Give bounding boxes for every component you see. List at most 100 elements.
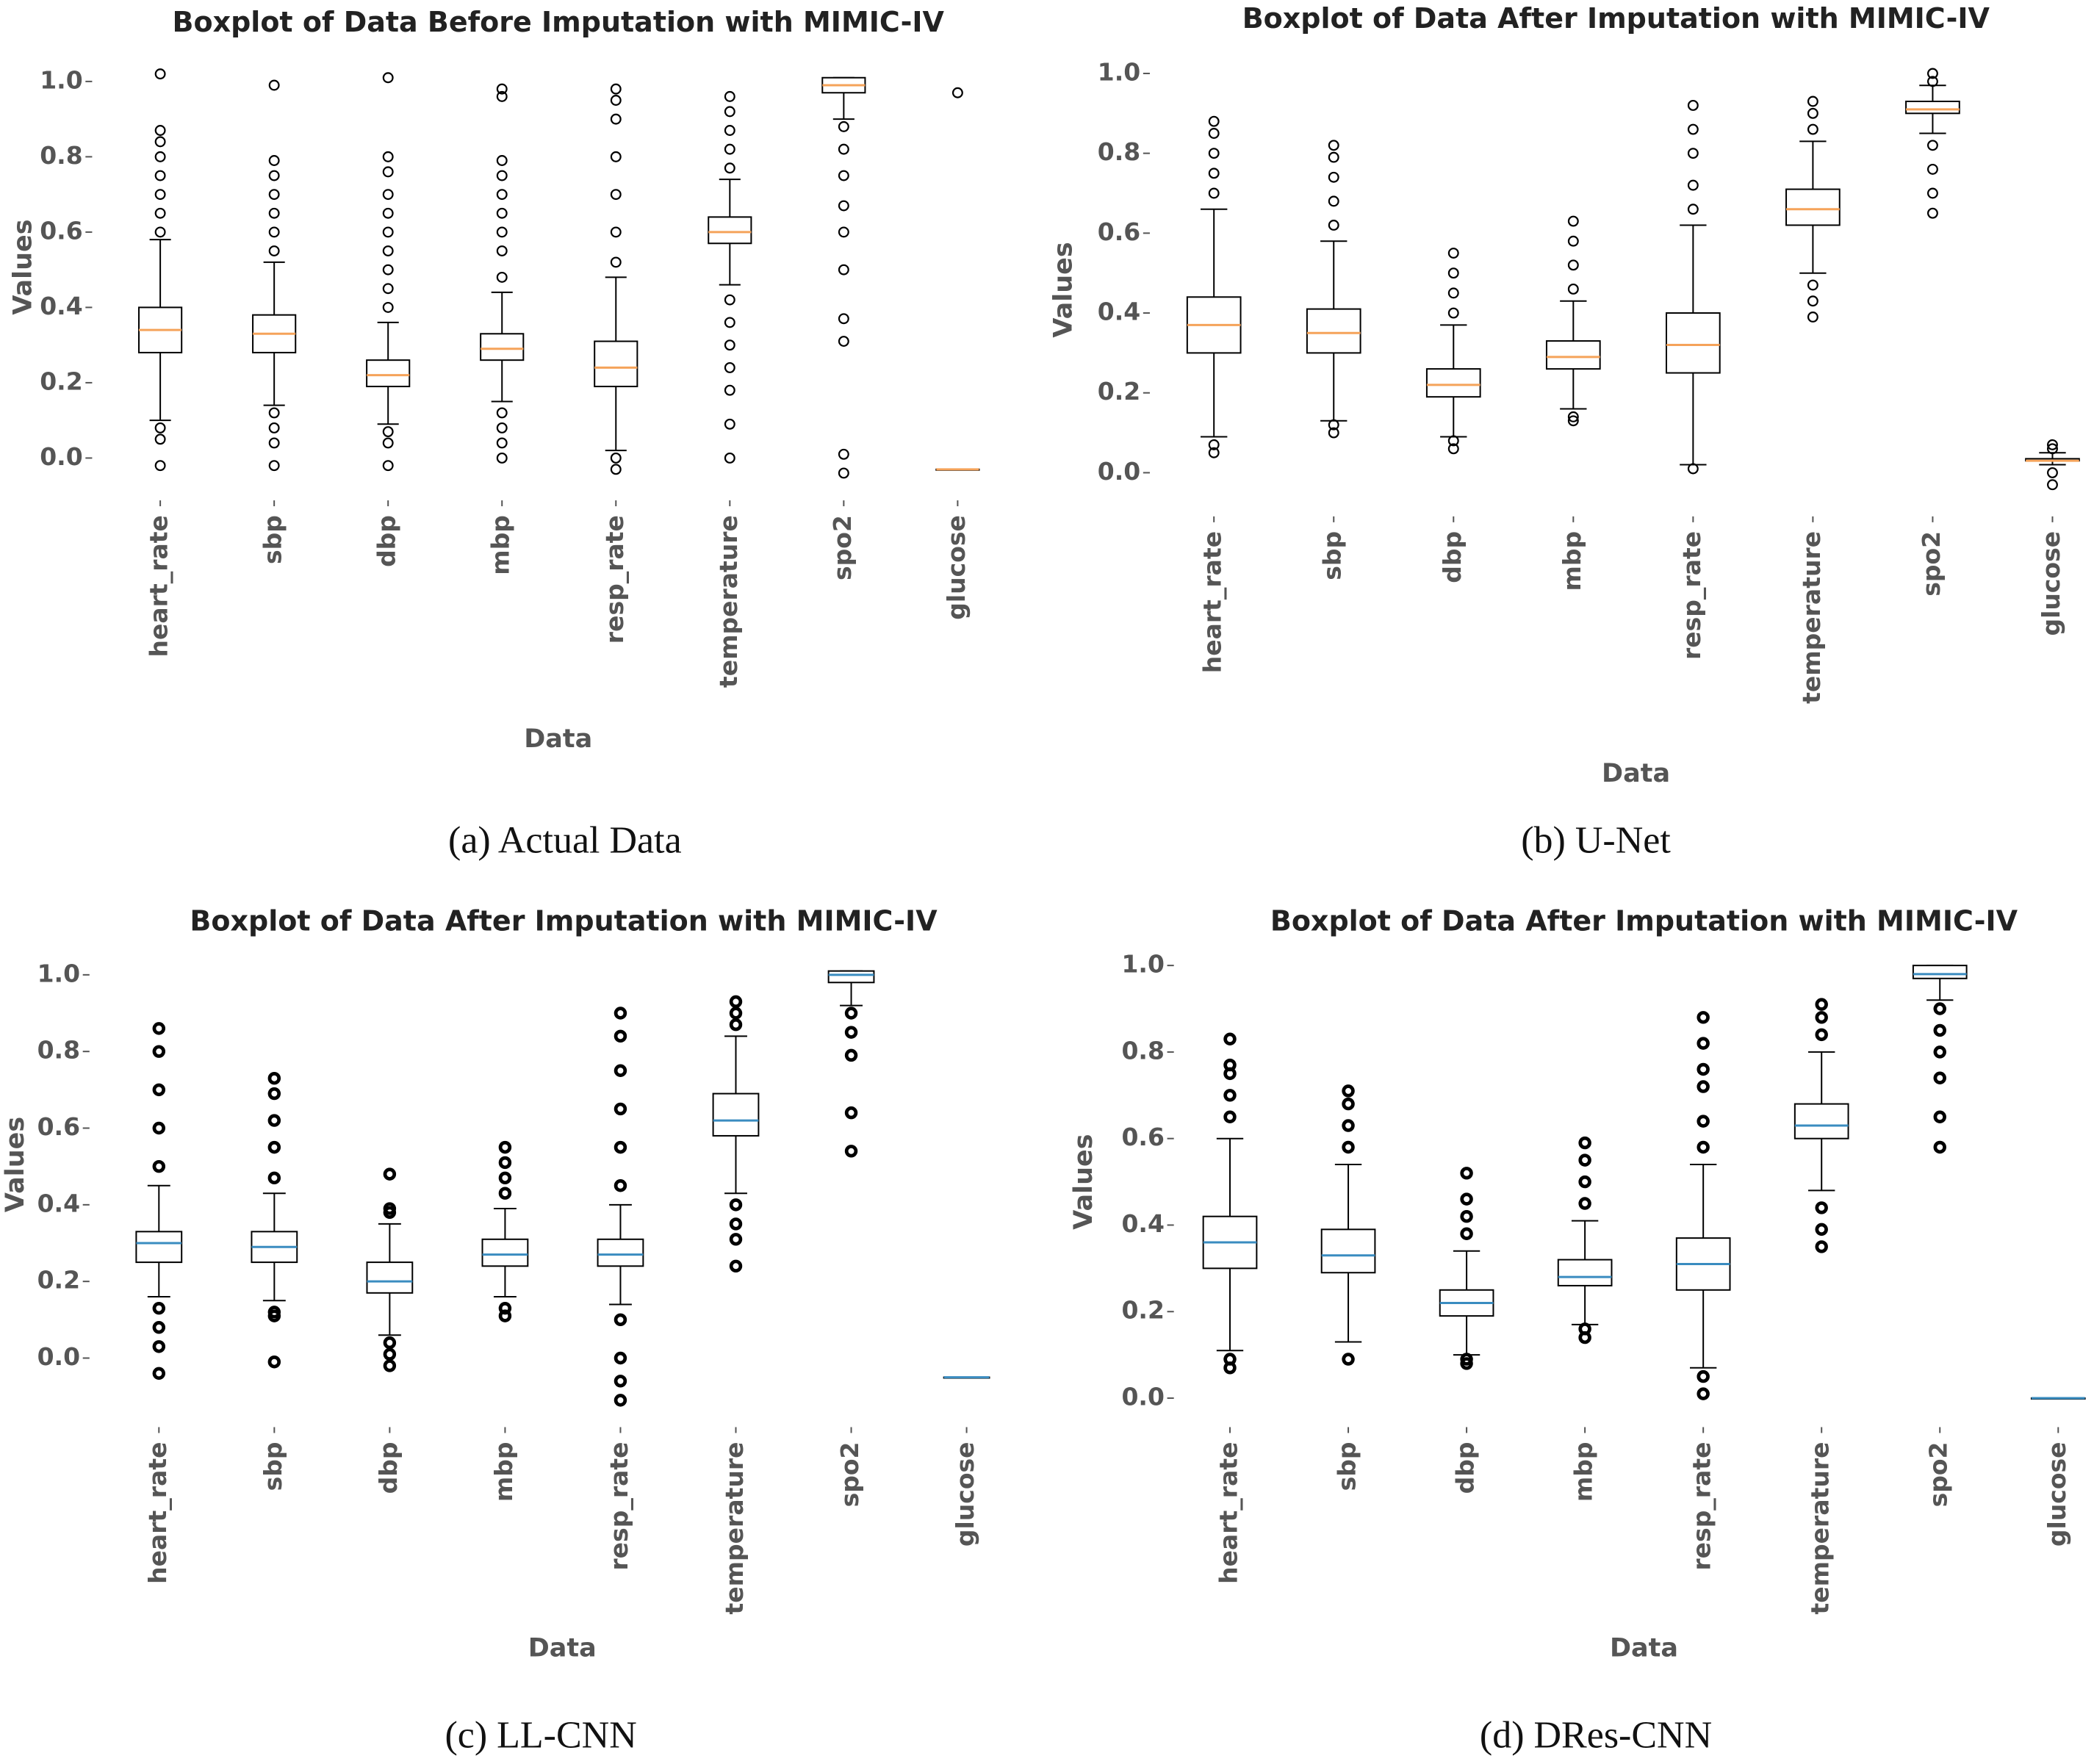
x-tick-label: mbp xyxy=(489,1441,518,1502)
outlier xyxy=(614,1064,627,1077)
y-tick-label: 1.0 xyxy=(40,65,82,94)
outlier xyxy=(498,1309,512,1322)
box xyxy=(366,359,411,388)
outlier xyxy=(838,226,849,238)
outlier xyxy=(1697,1037,1710,1050)
outlier xyxy=(844,1145,858,1158)
x-tick-label: resp_rate xyxy=(1688,1441,1716,1570)
outlier xyxy=(152,1367,166,1380)
outlier xyxy=(1223,1089,1237,1102)
box xyxy=(594,340,638,388)
box xyxy=(597,1238,644,1267)
outlier xyxy=(1342,1140,1355,1154)
outlier xyxy=(382,166,394,178)
x-tick-label: spo2 xyxy=(835,1441,864,1507)
y-axis-label: Values xyxy=(1,1117,30,1212)
outlier xyxy=(724,339,735,351)
outlier xyxy=(729,1018,743,1032)
box xyxy=(1320,1228,1376,1274)
caption: (d) DRes-CNN xyxy=(1480,1714,1712,1756)
outlier xyxy=(1815,1223,1828,1236)
outlier xyxy=(1460,1209,1473,1223)
outlier xyxy=(1567,215,1579,227)
y-tick-label: 1.0 xyxy=(37,959,80,987)
y-tick-label: 0.0 xyxy=(1121,1383,1164,1411)
outlier xyxy=(1933,1023,1946,1037)
outlier xyxy=(1815,1201,1828,1214)
y-tick-label: 0.2 xyxy=(37,1266,80,1295)
outlier xyxy=(614,1351,627,1365)
outlier xyxy=(614,1375,627,1388)
outlier xyxy=(610,189,622,201)
x-tick-label: dbp xyxy=(374,1441,403,1494)
outlier xyxy=(152,1022,166,1035)
outlier xyxy=(496,407,508,419)
x-tick-label: resp_rate xyxy=(1677,531,1706,660)
outlier xyxy=(383,1347,397,1361)
outlier xyxy=(1687,123,1699,135)
outlier xyxy=(1807,123,1818,135)
outlier xyxy=(383,1359,397,1372)
outlier xyxy=(1208,148,1220,159)
outlier xyxy=(496,170,508,181)
x-tick-label: spo2 xyxy=(1917,531,1946,597)
outlier xyxy=(1567,411,1579,422)
x-tick-label: heart_rate xyxy=(143,1441,172,1583)
y-tick-label: 0.2 xyxy=(1121,1296,1164,1325)
outlier xyxy=(268,437,280,449)
outlier xyxy=(724,162,735,174)
outlier xyxy=(614,1179,627,1192)
outlier xyxy=(498,1156,512,1170)
outlier xyxy=(1567,235,1579,247)
outlier xyxy=(382,460,394,472)
outlier xyxy=(154,68,166,80)
outlier xyxy=(1933,1002,1946,1015)
x-tick-label: sbp xyxy=(1318,531,1347,580)
outlier xyxy=(383,1336,397,1350)
outlier xyxy=(1208,447,1220,458)
y-axis-label: Values xyxy=(1069,1134,1098,1229)
outlier xyxy=(382,226,394,238)
outlier xyxy=(724,294,735,306)
outlier xyxy=(496,189,508,201)
outlier xyxy=(496,452,508,464)
x-tick-label: temperature xyxy=(1797,531,1826,704)
outlier xyxy=(1578,1197,1591,1210)
outlier xyxy=(729,1198,743,1212)
outlier xyxy=(496,155,508,166)
outlier xyxy=(154,189,166,201)
box xyxy=(1785,188,1841,226)
outlier xyxy=(1208,187,1220,199)
outlier xyxy=(1460,1357,1473,1370)
outlier xyxy=(838,313,849,325)
x-tick-label: glucose xyxy=(2043,1441,2071,1547)
outlier xyxy=(729,1217,743,1231)
y-tick-label: 0.2 xyxy=(40,367,82,395)
outlier xyxy=(1342,1353,1355,1366)
box xyxy=(827,970,875,984)
outlier xyxy=(1926,187,1938,199)
outlier xyxy=(1926,68,1938,79)
outlier xyxy=(1697,1062,1710,1076)
x-axis-label: Data xyxy=(1610,1634,1678,1663)
outlier xyxy=(1807,312,1818,323)
outlier xyxy=(1807,295,1818,307)
outlier xyxy=(1567,259,1579,271)
outlier xyxy=(1933,1140,1946,1154)
outlier xyxy=(838,143,849,155)
box xyxy=(366,1261,414,1294)
outlier xyxy=(1208,115,1220,127)
outlier xyxy=(1447,435,1459,447)
box xyxy=(135,1231,183,1264)
box xyxy=(1545,340,1601,370)
outlier xyxy=(1578,1136,1591,1150)
outlier xyxy=(1807,279,1818,291)
outlier xyxy=(152,1083,166,1097)
outlier xyxy=(1697,1080,1710,1093)
box xyxy=(1793,1103,1849,1140)
outlier xyxy=(610,256,622,268)
outlier xyxy=(152,1321,166,1334)
x-tick-label: heart_rate xyxy=(1215,1441,1243,1583)
y-axis-label: Values xyxy=(1049,242,1079,337)
outlier xyxy=(1697,1387,1710,1400)
